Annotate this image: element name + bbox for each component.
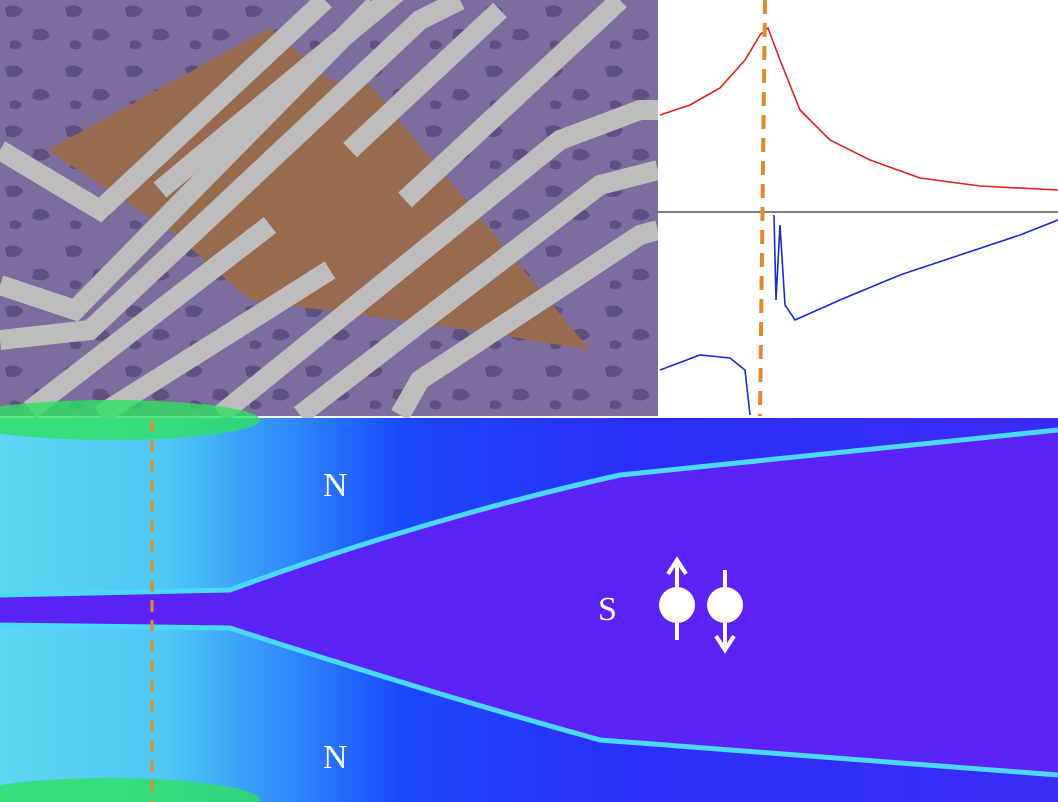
figure: N S N bbox=[0, 0, 1058, 802]
colormap: N S N bbox=[0, 400, 1058, 802]
micrograph bbox=[0, 0, 658, 416]
region-label: N bbox=[323, 739, 348, 776]
region-label: S bbox=[598, 591, 617, 628]
traces bbox=[658, 0, 1058, 416]
region-label: N bbox=[323, 467, 348, 504]
